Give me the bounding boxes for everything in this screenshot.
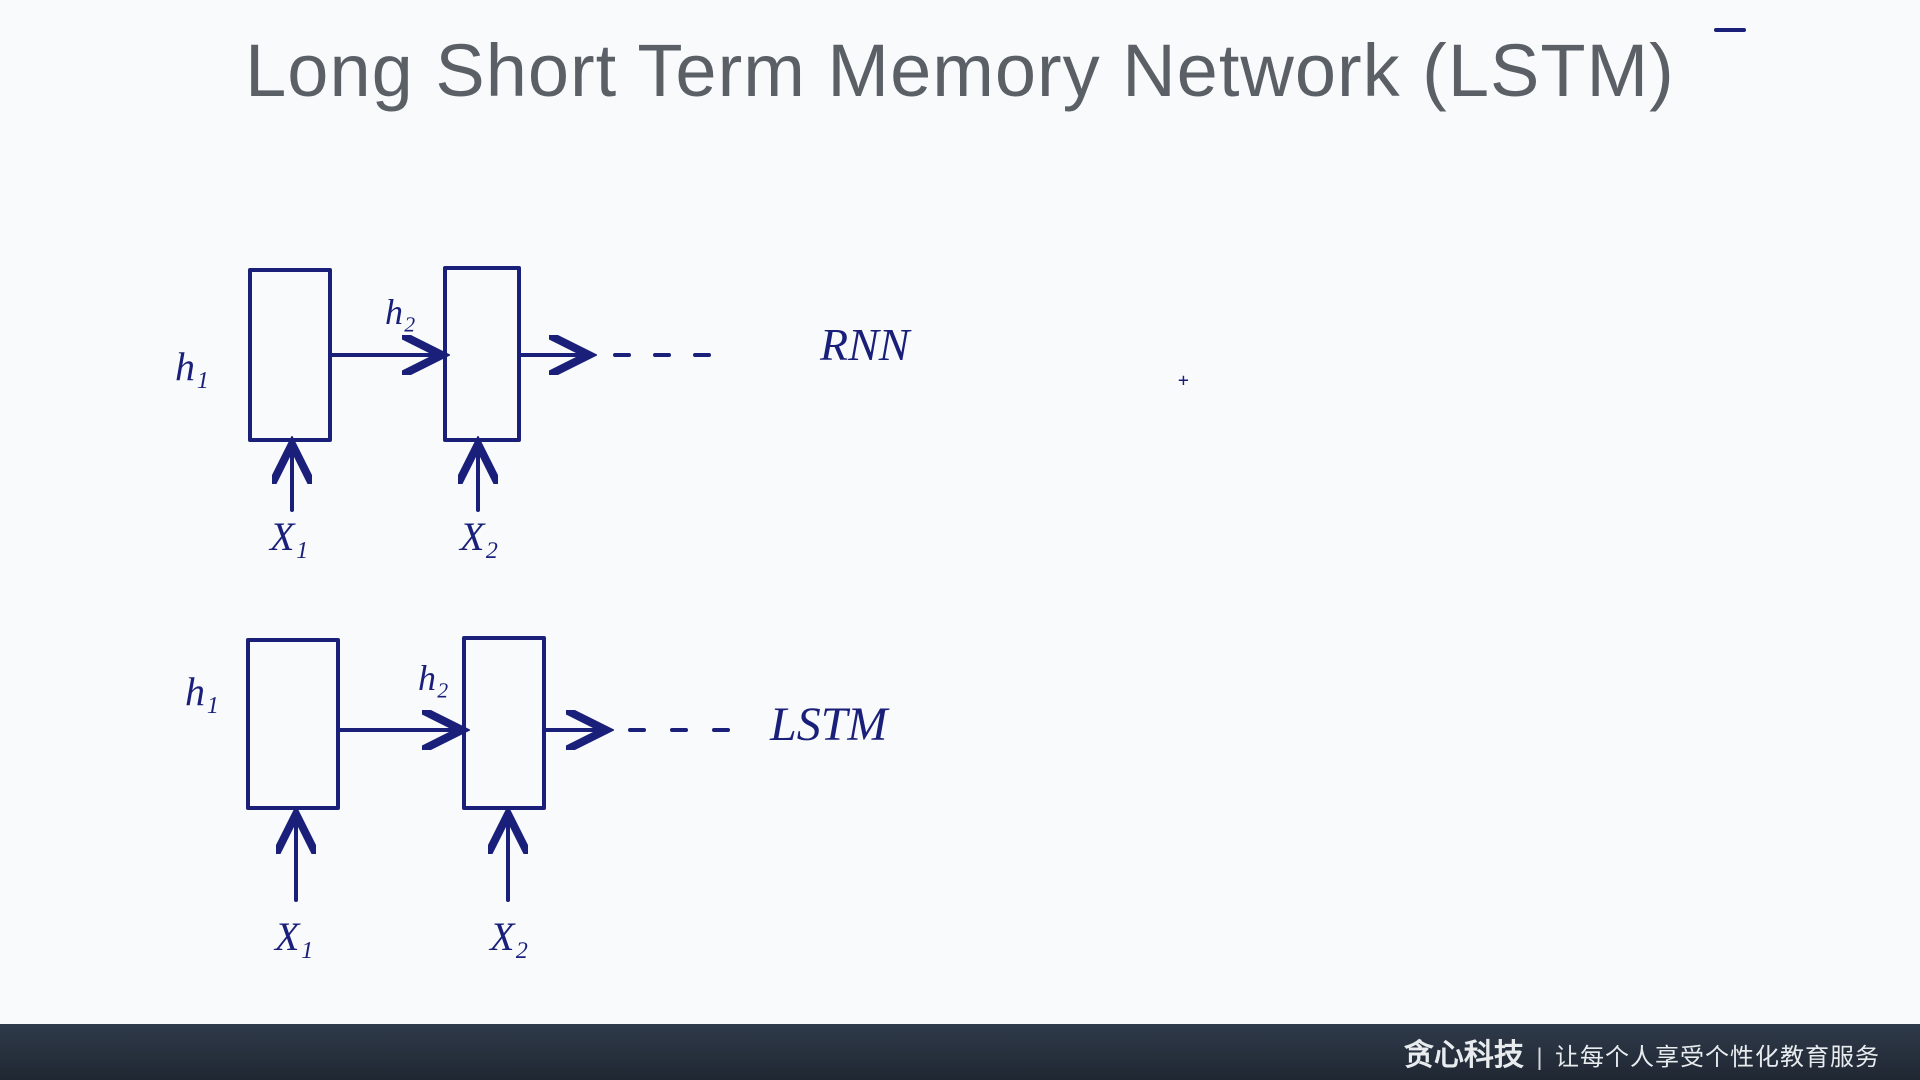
svg-text:h₁: h₁ (185, 669, 219, 714)
slide: Long Short Term Memory Network (LSTM) h₁… (0, 0, 1920, 1080)
svg-text:RNN: RNN (819, 319, 912, 370)
cursor-crosshair: + (1178, 370, 1189, 391)
footer-bar: 贪心科技 | 让每个人享受个性化教育服务 (0, 1024, 1920, 1080)
svg-text:X₁: X₁ (268, 514, 308, 559)
svg-text:X₂: X₂ (488, 914, 528, 959)
svg-text:X₁: X₁ (273, 914, 313, 959)
footer-text: 贪心科技 | 让每个人享受个性化教育服务 (1404, 1030, 1880, 1074)
svg-text:h₁: h₁ (175, 344, 209, 389)
diagram-canvas: h₁ h₂ X₁ X₂ RNN h₁ h₂ X₁ X₂ LSTM (0, 0, 1920, 1080)
svg-text:h₂: h₂ (418, 658, 449, 698)
footer-tagline: 让每个人享受个性化教育服务 (1555, 1044, 1880, 1071)
svg-text:LSTM: LSTM (769, 698, 890, 751)
footer-brand: 贪心科技 (1404, 1039, 1524, 1072)
svg-text:X₂: X₂ (458, 514, 498, 559)
footer-separator: | (1528, 1044, 1550, 1071)
svg-text:h₂: h₂ (385, 292, 416, 332)
